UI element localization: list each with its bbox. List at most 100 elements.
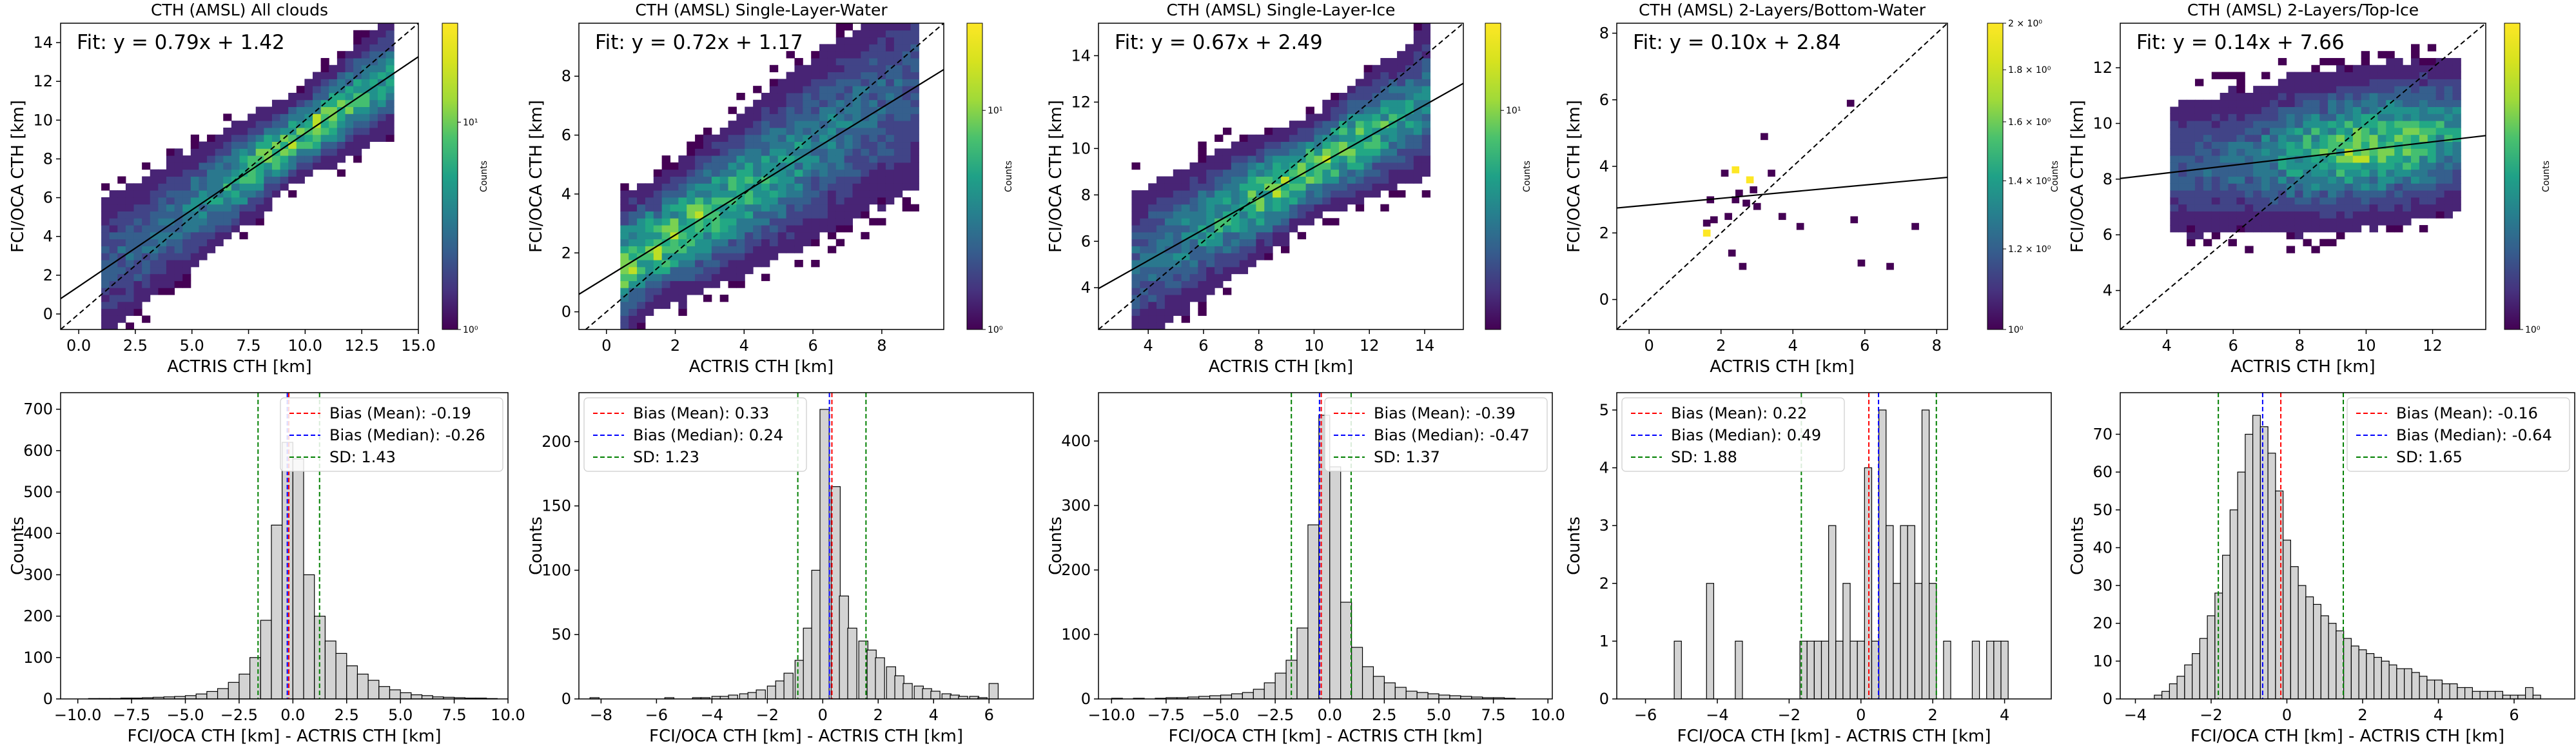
heatmap-cell	[645, 239, 654, 246]
heatmap-cell	[902, 155, 912, 163]
heatmap-cell	[645, 225, 654, 233]
heatmap-cell	[1355, 148, 1365, 156]
heatmap-cell	[736, 273, 745, 281]
heatmap-cell	[1363, 134, 1372, 142]
histogram-bar	[2245, 433, 2254, 700]
y-tick-label: 0	[43, 305, 53, 323]
heatmap-cell	[117, 176, 126, 184]
heatmap-cell	[835, 37, 845, 44]
heatmap-cell	[1206, 239, 1215, 246]
heatmap-cell	[223, 169, 232, 177]
histogram-bar	[2517, 694, 2526, 700]
heatmap-cell	[885, 141, 895, 149]
heatmap-cell	[803, 134, 812, 142]
heatmap-cell	[361, 64, 370, 73]
heatmap-cell	[1297, 169, 1307, 177]
heatmap-cell	[2344, 155, 2354, 163]
heatmap-cell	[1405, 162, 1414, 170]
heatmap-cell	[280, 148, 289, 156]
heatmap-cell	[296, 86, 305, 93]
heatmap-cell	[2377, 141, 2386, 149]
heatmap-cell	[1247, 211, 1256, 219]
heatmap-cell	[101, 253, 110, 260]
heatmap-cell	[653, 211, 663, 219]
heatmap-cell	[2261, 190, 2270, 198]
heatmap-cell	[719, 218, 729, 226]
histogram-bar	[866, 649, 877, 700]
heatmap-cell	[1131, 162, 1140, 170]
heatmap-cell	[794, 260, 803, 268]
heatmap-cell	[101, 239, 110, 246]
heatmap-cell	[361, 79, 370, 86]
heatmap-cell	[902, 162, 912, 170]
heatmap-cell	[2419, 127, 2428, 135]
heatmap-cell	[2294, 162, 2303, 170]
heatmap-cell	[753, 218, 762, 226]
heatmap-cell	[2253, 162, 2262, 170]
heatmap-cells	[620, 23, 919, 329]
heatmap-cell	[2245, 92, 2254, 101]
heatmap-cell	[1264, 239, 1273, 246]
histogram-bar	[1893, 583, 1901, 700]
heatmap-cell	[2403, 218, 2412, 226]
heatmap-cell	[637, 301, 646, 309]
heatmap-cell	[1173, 295, 1182, 302]
heatmap-cell	[2261, 155, 2270, 163]
heatmap-cell	[753, 197, 762, 205]
heatmap-cell	[1215, 211, 1224, 219]
heatmap-cell	[1389, 141, 1398, 149]
heatmap-cell	[313, 92, 322, 101]
heatmap-cell	[2435, 64, 2445, 73]
heatmap-cell	[728, 148, 737, 156]
heatmap-cell	[745, 183, 754, 191]
heatmap-cell	[844, 211, 853, 219]
heatmap-cell	[687, 266, 696, 275]
heatmap-cell	[182, 246, 191, 253]
heatmap-cell	[109, 218, 118, 226]
legend-label: Bias (Median): 0.49	[1671, 426, 1821, 444]
heatmap-cell	[1231, 155, 1240, 163]
heatmap-cell	[893, 44, 903, 52]
legend-label: SD: 1.88	[1671, 448, 1737, 466]
heatmap-cell	[1397, 99, 1406, 108]
heatmap-cell	[2361, 190, 2370, 198]
heatmap-cell	[2278, 134, 2287, 142]
heatmap-cell	[2245, 141, 2254, 149]
heatmap-cell	[1380, 141, 1389, 149]
heatmap-cell	[2261, 176, 2270, 184]
heatmap-cell	[2286, 169, 2296, 177]
heatmap-cell	[844, 162, 853, 170]
heatmap-cell	[736, 197, 745, 205]
heatmap-cell	[695, 134, 704, 142]
heatmap-cell	[2253, 176, 2262, 184]
heatmap-cell	[2236, 134, 2245, 142]
heatmap-cell	[827, 225, 837, 233]
y-tick-label: 100	[1061, 625, 1091, 643]
heatmap-cell	[1247, 246, 1256, 253]
heatmap-cell	[1297, 231, 1307, 240]
heatmap-cell	[2394, 169, 2403, 177]
heatmap-cell	[2344, 218, 2354, 226]
heatmap-cell	[190, 155, 199, 163]
heatmap-cell	[2336, 176, 2345, 184]
heatmap-cell	[2220, 148, 2229, 156]
heatmap-cell	[794, 134, 803, 142]
heatmap-cell	[117, 225, 126, 233]
heatmap-cell	[728, 169, 737, 177]
heatmap-cell	[1421, 72, 1431, 79]
heatmap-cell	[1198, 260, 1207, 268]
heatmap-cell	[769, 155, 779, 163]
heatmap-cell	[2261, 106, 2270, 114]
heatmap-cell	[117, 204, 126, 211]
heatmap-cell	[885, 44, 895, 52]
heatmap-cell	[852, 169, 861, 177]
heatmap-cell	[2411, 141, 2420, 149]
heatmap-cell	[101, 197, 110, 205]
heatmap-cell	[1198, 253, 1207, 260]
heatmap-cell	[753, 99, 762, 108]
heatmap-cell	[637, 190, 646, 198]
heatmap-cell	[1397, 134, 1406, 142]
colorbar-tick-label: 1.8 × 10⁰	[2008, 65, 2051, 75]
heatmap-cell	[2236, 204, 2245, 211]
heatmap-cell	[2427, 190, 2437, 198]
